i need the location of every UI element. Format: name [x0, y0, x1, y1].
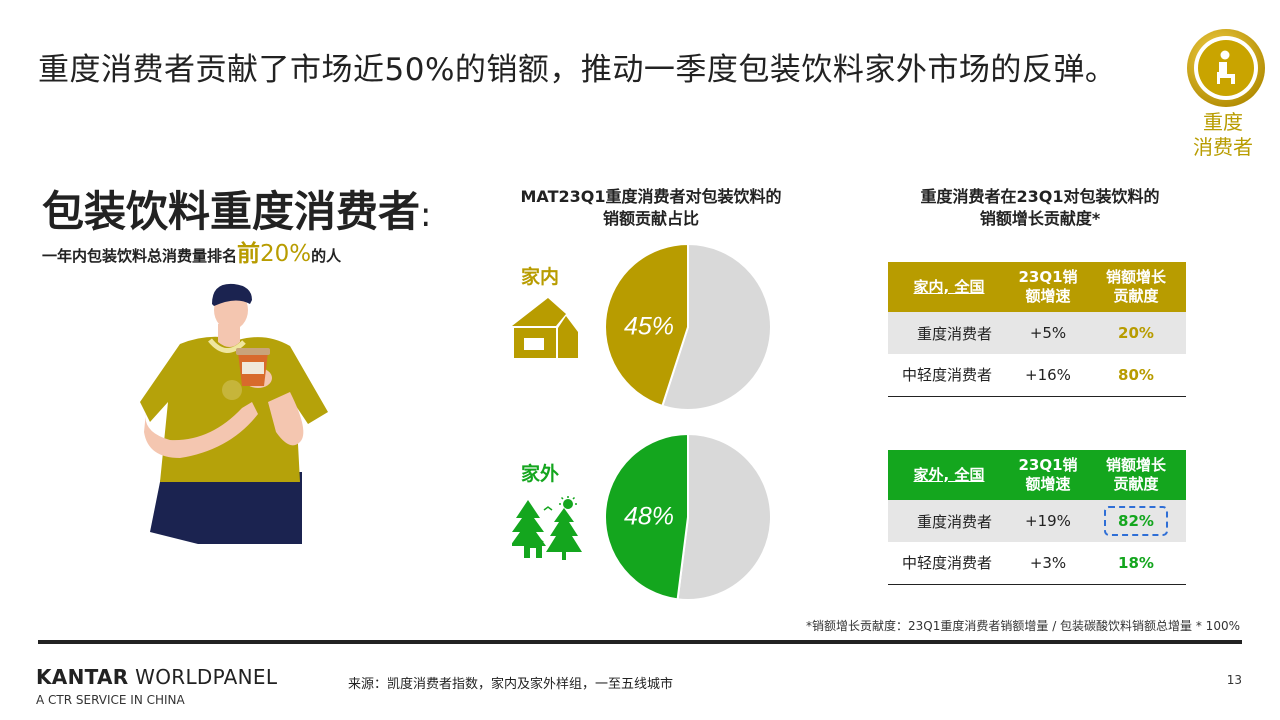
definition-sub-suffix: 的人 — [311, 247, 342, 265]
table-cell: 80% — [1086, 354, 1186, 397]
growth-table-title-line2: 销额增长贡献度* — [979, 209, 1101, 228]
definition-sub-highlight1: 前 — [237, 241, 261, 267]
brand-rest: WORLDPANEL — [128, 665, 278, 689]
trees-icon — [512, 496, 582, 560]
table-cell: 20% — [1086, 312, 1186, 354]
segment-label-out: 家外 — [521, 463, 560, 485]
pie-chart-home: 45% — [604, 242, 772, 411]
table-cell: +16% — [1010, 354, 1086, 397]
footnote: *销额增长贡献度：23Q1重度消费者销额增量 / 包装碳酸饮料销额总增量 * 1… — [806, 619, 1240, 633]
table-cell: 82% — [1086, 500, 1186, 542]
table-header-cell: 23Q1销 额增速 — [1010, 262, 1086, 312]
table-cell: +5% — [1010, 312, 1086, 354]
table-cell: 18% — [1086, 542, 1186, 585]
growth-table-out: 家外, 全国 23Q1销 额增速 销额增长 贡献度 重度消费者 +19% 82% 中… — [888, 450, 1186, 585]
table-row: 中轻度消费者 +3% 18% — [888, 542, 1186, 585]
share-chart-title-line2: 销额贡献占比 — [602, 209, 699, 228]
growth-table-title: 重度消费者在23Q1对包装饮料的 销额增长贡献度* — [880, 186, 1200, 230]
definition-subtitle: 一年内包装饮料总消费量排名前20%的人 — [42, 234, 341, 268]
share-chart-title-line1: MAT23Q1重度消费者对包装饮料的 — [520, 187, 782, 206]
pie-home-heavy-slice — [604, 242, 689, 408]
header-line: 贡献度 — [1113, 287, 1159, 305]
table-row: 重度消费者 +19% 82% — [888, 500, 1186, 542]
segment-label-home: 家内 — [521, 266, 560, 288]
header-line: 23Q1销 — [1018, 456, 1078, 474]
brand-logo: KANTAR WORLDPANEL — [36, 665, 277, 689]
person-drinking-illustration — [140, 283, 328, 544]
page-number: 13 — [1226, 673, 1242, 687]
definition-sub-highlight2: 20% — [260, 241, 312, 267]
growth-table-home: 家内, 全国 23Q1销 额增速 销额增长 贡献度 重度消费者 +5% 20% 中轻… — [888, 262, 1186, 397]
growth-table-title-line1: 重度消费者在23Q1对包装饮料的 — [920, 187, 1160, 206]
page-headline: 重度消费者贡献了市场近50%的销额，推动一季度包装饮料家外市场的反弹。 — [38, 52, 1117, 88]
table-cell: +3% — [1010, 542, 1086, 585]
brand-subtitle: A CTR SERVICE IN CHINA — [36, 693, 185, 707]
share-chart-title: MAT23Q1重度消费者对包装饮料的 销额贡献占比 — [496, 186, 806, 230]
table-cell: 重度消费者 — [888, 312, 1010, 354]
header-line: 额增速 — [1025, 287, 1071, 305]
definition-title: 包装饮料重度消费者: — [42, 178, 431, 239]
definition-title-colon: : — [420, 195, 432, 235]
pie-home-rest-slice — [661, 242, 772, 411]
table-row: 重度消费者 +5% 20% — [888, 312, 1186, 354]
table-header-row: 家外, 全国 23Q1销 额增速 销额增长 贡献度 — [888, 450, 1186, 500]
pie-out-data-label: 48% — [624, 503, 674, 531]
source-note: 来源：凯度消费者指数，家内及家外样组，一至五线城市 — [348, 677, 674, 692]
footer-divider — [38, 640, 1242, 644]
pie-out-rest-slice — [676, 432, 772, 601]
badge-label-line1: 重度 — [1203, 110, 1243, 134]
table-cell: 中轻度消费者 — [888, 542, 1010, 585]
header-line: 销额增长 — [1105, 268, 1166, 286]
badge-label: 重度 消费者 — [1180, 110, 1266, 160]
header-line: 销额增长 — [1105, 456, 1166, 474]
highlight-value-box: 82% — [1104, 506, 1168, 536]
table-header-cell: 销额增长 贡献度 — [1086, 450, 1186, 500]
brand-bold: KANTAR — [36, 665, 129, 689]
table-cell: +19% — [1010, 500, 1086, 542]
table-cell: 中轻度消费者 — [888, 354, 1010, 397]
header-line: 贡献度 — [1113, 475, 1159, 493]
table-header-row: 家内, 全国 23Q1销 额增速 销额增长 贡献度 — [888, 262, 1186, 312]
header-line: 23Q1销 — [1018, 268, 1078, 286]
heavy-consumer-badge-icon — [1187, 29, 1265, 107]
table-header-cell: 23Q1销 额增速 — [1010, 450, 1086, 500]
table-header-cell: 销额增长 贡献度 — [1086, 262, 1186, 312]
table-row: 中轻度消费者 +16% 80% — [888, 354, 1186, 397]
table-cell: 重度消费者 — [888, 500, 1010, 542]
pie-out-heavy-slice — [604, 432, 689, 601]
table-header-cell: 家内, 全国 — [888, 262, 1010, 312]
pie-home-data-label: 45% — [624, 313, 674, 341]
definition-sub-prefix: 一年内包装饮料总消费量排名 — [42, 247, 238, 265]
house-icon — [512, 298, 578, 358]
header-line: 额增速 — [1025, 475, 1071, 493]
badge-label-line2: 消费者 — [1193, 135, 1253, 159]
pie-chart-out: 48% — [604, 432, 772, 601]
table-header-cell: 家外, 全国 — [888, 450, 1010, 500]
definition-title-text: 包装饮料重度消费者 — [42, 187, 421, 236]
